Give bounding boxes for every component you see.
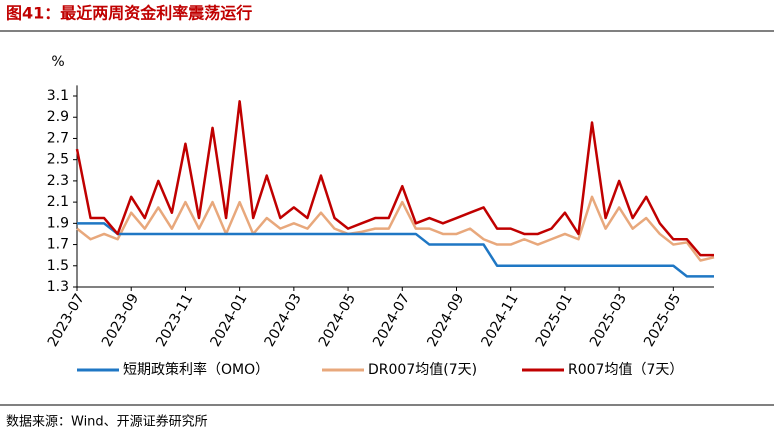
y-unit: % — [51, 54, 64, 70]
x-tick-label: 2023-11 — [153, 291, 196, 350]
x-tick-label: 2025-05 — [641, 291, 684, 350]
series-line — [77, 222, 714, 278]
source: 数据来源：Wind、开源证券研究所 — [6, 414, 208, 430]
y-tick-label: 1.9 — [47, 215, 69, 231]
x-tick-label: 2023-07 — [45, 291, 88, 350]
series-line — [75, 100, 714, 257]
y-tick-label: 2.7 — [47, 130, 69, 146]
x-tick-label: 2024-03 — [262, 291, 305, 350]
y-tick-label: 1.7 — [47, 237, 69, 253]
y-tick-label: 2.3 — [47, 173, 69, 189]
x-tick-label: 2024-09 — [424, 291, 467, 350]
x-tick-label: 2024-07 — [370, 291, 413, 350]
legend-label: R007均值（7天） — [568, 362, 683, 378]
y-tick-label: 1.3 — [47, 279, 69, 295]
legend-label: 短期政策利率（OMO） — [123, 361, 269, 378]
chart-title: 图41：最近两周资金利率震荡运行 — [6, 4, 252, 23]
x-tick-label: 2025-01 — [533, 291, 576, 350]
x-tick-label: 2024-01 — [207, 291, 250, 350]
x-tick-label: 2023-09 — [99, 291, 142, 350]
y-tick-label: 2.9 — [47, 109, 69, 125]
y-tick-label: 2.1 — [47, 194, 69, 210]
y-tick-label: 1.5 — [47, 258, 69, 274]
y-tick-label: 2.5 — [47, 152, 69, 168]
x-tick-label: 2024-05 — [316, 291, 359, 350]
series-line — [76, 195, 715, 262]
y-tick-label: 3.1 — [47, 88, 69, 104]
x-tick-label: 2025-03 — [587, 291, 630, 350]
legend-label: DR007均值(7天) — [368, 362, 477, 378]
x-tick-label: 2024-11 — [479, 291, 522, 350]
